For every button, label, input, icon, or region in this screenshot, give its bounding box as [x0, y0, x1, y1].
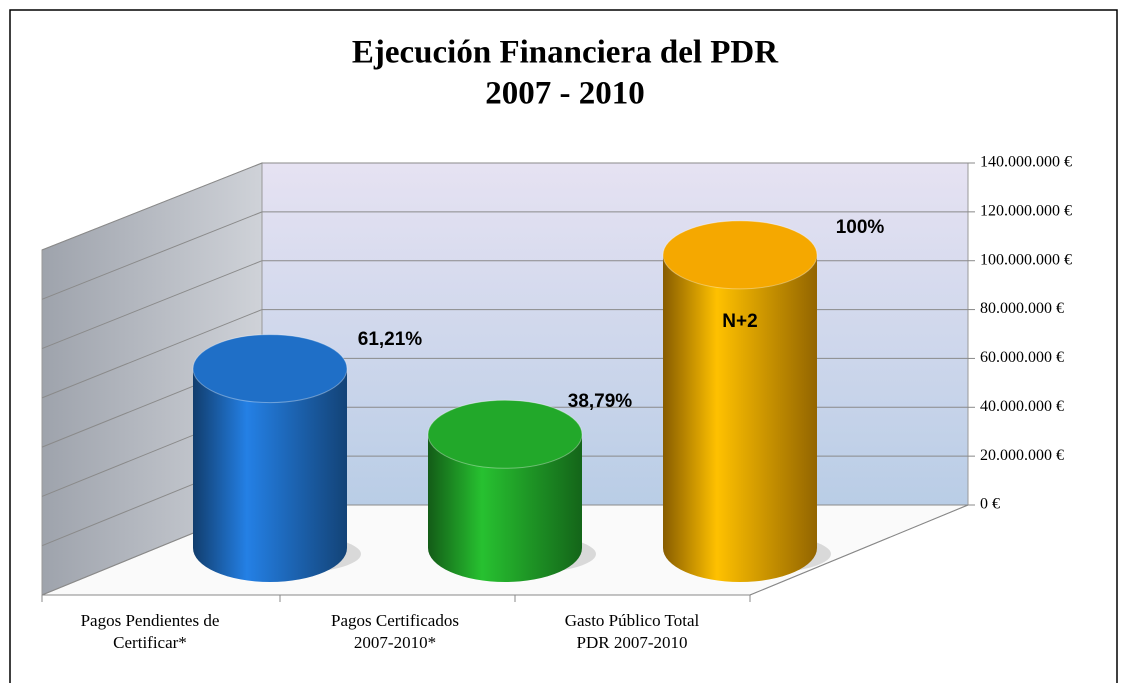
bar — [663, 254, 817, 582]
bar-top — [427, 399, 583, 469]
bar — [428, 434, 582, 582]
y-tick-label: 0 € — [980, 496, 1000, 513]
annotation: N+2 — [722, 311, 757, 332]
frame — [9, 9, 1118, 683]
y-tick-label: 20.000.000 € — [980, 447, 1064, 464]
floor-edge — [749, 504, 969, 596]
y-tick-label: 100.000.000 € — [980, 251, 1072, 268]
annotation: 61,21% — [358, 329, 423, 350]
chart-title: Ejecución Financiera del PDR — [352, 35, 779, 71]
x-tick-label: Gasto Público Total PDR 2007-2010 — [564, 611, 700, 652]
y-tick-label: 80.000.000 € — [980, 300, 1064, 317]
grid-line — [41, 260, 263, 350]
annotation: 38,79% — [568, 391, 633, 412]
bar — [193, 368, 347, 582]
x-tick-label: Pagos Certificados 2007-2010* — [331, 611, 459, 652]
y-tick-label: 40.000.000 € — [980, 398, 1064, 415]
chart-subtitle: 2007 - 2010 — [485, 76, 645, 112]
bar-top — [662, 220, 818, 290]
grid-line — [41, 162, 263, 251]
grid-line — [41, 309, 263, 399]
y-tick-label: 120.000.000 € — [980, 203, 1072, 220]
grid-line — [41, 211, 263, 300]
y-tick-label: 140.000.000 € — [980, 154, 1072, 171]
y-tick-label: 60.000.000 € — [980, 349, 1064, 366]
x-tick-label: Pagos Pendientes de Certificar* — [80, 611, 220, 652]
annotation: 100% — [836, 217, 885, 238]
bar-top — [192, 334, 348, 404]
